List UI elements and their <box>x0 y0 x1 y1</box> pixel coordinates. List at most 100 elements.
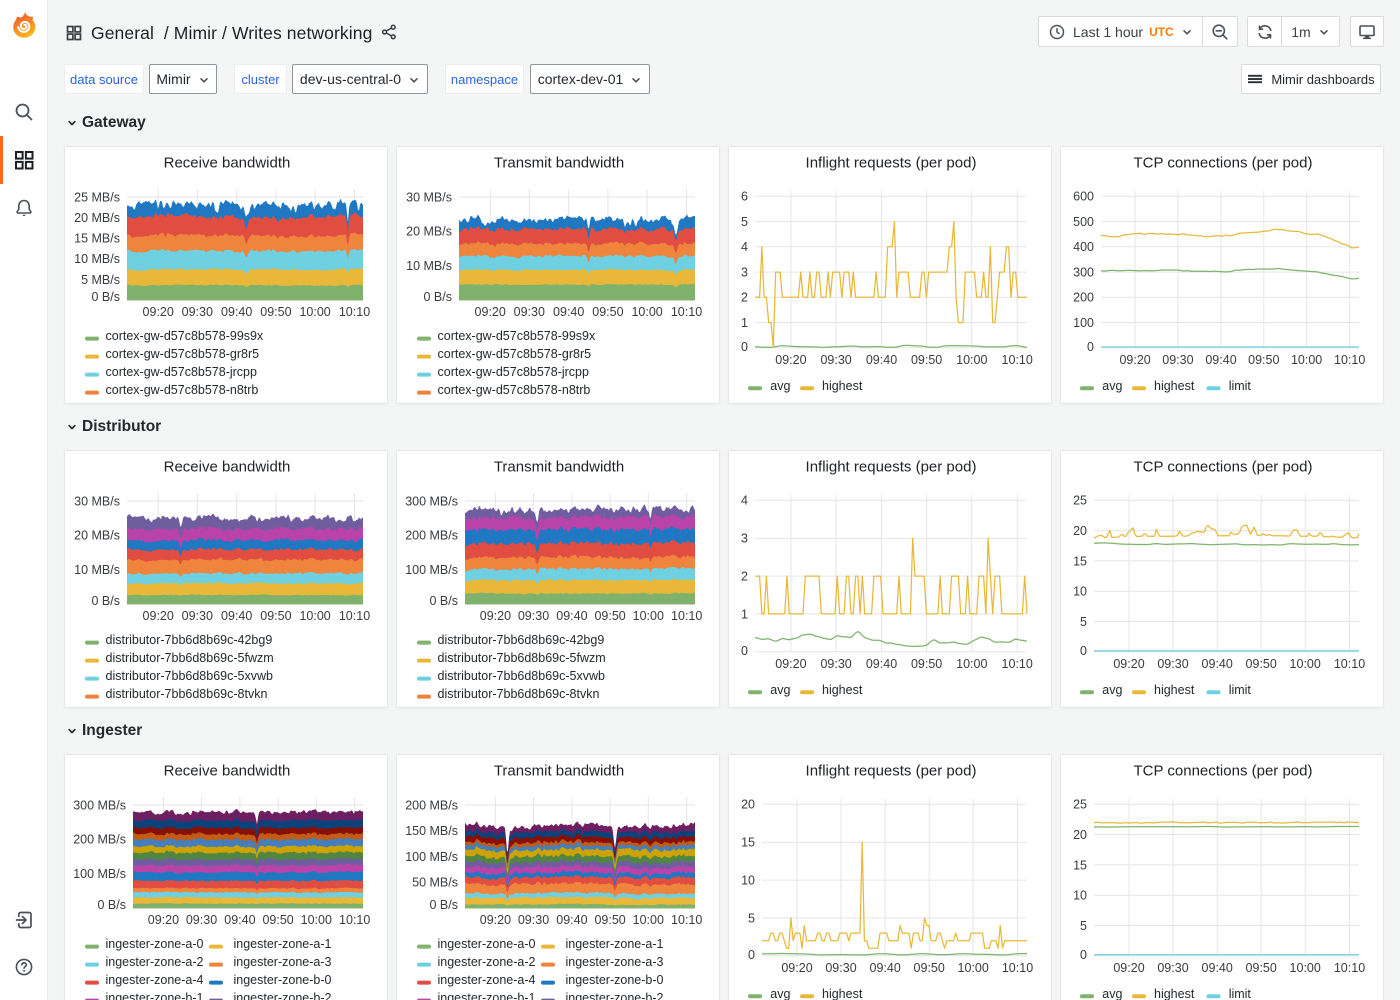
svg-text:avg: avg <box>770 683 790 697</box>
svg-text:300: 300 <box>1073 266 1094 280</box>
svg-text:0 B/s: 0 B/s <box>424 290 453 304</box>
svg-text:25 MB/s: 25 MB/s <box>74 190 120 204</box>
svg-text:09:40: 09:40 <box>870 961 901 975</box>
svg-text:limit: limit <box>1229 683 1252 697</box>
svg-text:30 MB/s: 30 MB/s <box>74 494 120 508</box>
svg-text:0: 0 <box>1080 644 1087 658</box>
svg-text:cortex-gw-d57c8b578-gr8r5: cortex-gw-d57c8b578-gr8r5 <box>106 347 260 361</box>
svg-text:2: 2 <box>741 570 748 584</box>
svg-text:09:40: 09:40 <box>224 913 255 927</box>
svg-text:distributor-7bb6d8b69c-5xvwb: distributor-7bb6d8b69c-5xvwb <box>106 669 274 683</box>
svg-text:highest: highest <box>822 379 863 393</box>
svg-text:0: 0 <box>1087 340 1094 354</box>
svg-text:TCP connections (per pod): TCP connections (per pod) <box>1134 154 1313 171</box>
svg-text:09:40: 09:40 <box>221 609 252 623</box>
svg-text:09:20: 09:20 <box>1113 657 1144 671</box>
svg-text:10:10: 10:10 <box>1002 353 1033 367</box>
svg-text:09:50: 09:50 <box>594 609 625 623</box>
svg-text:600: 600 <box>1073 190 1094 204</box>
svg-text:09:30: 09:30 <box>514 305 545 319</box>
svg-text:25: 25 <box>1073 494 1087 508</box>
svg-text:200 MB/s: 200 MB/s <box>405 529 458 543</box>
svg-text:TCP connections (per pod): TCP connections (per pod) <box>1134 762 1313 779</box>
svg-text:ingester-zone-a-4: ingester-zone-a-4 <box>438 973 536 987</box>
svg-text:3: 3 <box>741 532 748 546</box>
svg-text:09:40: 09:40 <box>556 609 587 623</box>
svg-text:30 MB/s: 30 MB/s <box>406 190 452 204</box>
svg-text:distributor-7bb6d8b69c-5fwzm: distributor-7bb6d8b69c-5fwzm <box>438 651 606 665</box>
svg-text:4: 4 <box>741 494 748 508</box>
svg-text:10:00: 10:00 <box>956 657 987 671</box>
svg-text:400: 400 <box>1073 240 1094 254</box>
svg-text:200 MB/s: 200 MB/s <box>73 833 126 847</box>
svg-text:10: 10 <box>1073 889 1087 903</box>
svg-text:Transmit bandwidth: Transmit bandwidth <box>494 154 624 171</box>
svg-text:10:10: 10:10 <box>671 913 702 927</box>
svg-text:09:40: 09:40 <box>1202 961 1233 975</box>
svg-text:cortex-gw-d57c8b578-jrcpp: cortex-gw-d57c8b578-jrcpp <box>106 365 258 379</box>
svg-text:100 MB/s: 100 MB/s <box>405 850 458 864</box>
svg-text:0: 0 <box>1080 948 1087 962</box>
svg-text:highest: highest <box>1154 379 1195 393</box>
svg-text:09:30: 09:30 <box>182 609 213 623</box>
svg-text:10:10: 10:10 <box>1002 657 1033 671</box>
svg-text:09:20: 09:20 <box>1119 353 1150 367</box>
svg-text:09:40: 09:40 <box>1202 657 1233 671</box>
svg-text:cortex-gw-d57c8b578-jrcpp: cortex-gw-d57c8b578-jrcpp <box>438 365 590 379</box>
svg-text:09:50: 09:50 <box>1246 657 1277 671</box>
svg-text:200: 200 <box>1073 291 1094 305</box>
svg-text:1: 1 <box>741 607 748 621</box>
svg-text:10:10: 10:10 <box>1002 961 1033 975</box>
svg-text:10:00: 10:00 <box>299 609 330 623</box>
svg-text:highest: highest <box>1154 987 1195 1000</box>
svg-text:150 MB/s: 150 MB/s <box>405 824 458 838</box>
svg-text:ingester-zone-a-1: ingester-zone-a-1 <box>234 937 332 951</box>
svg-text:09:40: 09:40 <box>553 305 584 319</box>
svg-text:Transmit bandwidth: Transmit bandwidth <box>494 762 624 779</box>
svg-text:10:00: 10:00 <box>1291 353 1322 367</box>
svg-text:limit: limit <box>1229 987 1252 1000</box>
svg-text:0 B/s: 0 B/s <box>92 594 121 608</box>
svg-text:10:00: 10:00 <box>631 305 662 319</box>
svg-text:10: 10 <box>1073 585 1087 599</box>
svg-text:09:40: 09:40 <box>556 913 587 927</box>
svg-text:avg: avg <box>1102 379 1122 393</box>
svg-text:09:40: 09:40 <box>1205 353 1236 367</box>
svg-text:ingester-zone-b-2: ingester-zone-b-2 <box>566 991 664 1000</box>
svg-text:5: 5 <box>1080 615 1087 629</box>
svg-text:09:30: 09:30 <box>1157 961 1188 975</box>
svg-text:Receive bandwidth: Receive bandwidth <box>164 762 291 779</box>
svg-text:10:00: 10:00 <box>633 913 664 927</box>
svg-text:3: 3 <box>741 266 748 280</box>
svg-text:09:50: 09:50 <box>1248 353 1279 367</box>
svg-text:highest: highest <box>822 987 863 1000</box>
svg-text:10: 10 <box>741 874 755 888</box>
svg-text:limit: limit <box>1229 379 1252 393</box>
svg-text:09:30: 09:30 <box>820 353 851 367</box>
svg-text:10:10: 10:10 <box>671 609 702 623</box>
svg-text:09:50: 09:50 <box>262 913 293 927</box>
svg-text:20: 20 <box>1073 524 1087 538</box>
svg-text:ingester-zone-a-2: ingester-zone-a-2 <box>106 955 204 969</box>
svg-text:distributor-7bb6d8b69c-5fwzm: distributor-7bb6d8b69c-5fwzm <box>106 651 274 665</box>
svg-text:cortex-gw-d57c8b578-99s9x: cortex-gw-d57c8b578-99s9x <box>106 329 264 343</box>
svg-text:10:00: 10:00 <box>1290 657 1321 671</box>
svg-text:09:20: 09:20 <box>775 657 806 671</box>
svg-text:10:10: 10:10 <box>1334 961 1365 975</box>
svg-text:cortex-gw-d57c8b578-n8trb: cortex-gw-d57c8b578-n8trb <box>438 383 591 397</box>
svg-text:09:50: 09:50 <box>911 657 942 671</box>
svg-text:ingester-zone-a-0: ingester-zone-a-0 <box>438 937 536 951</box>
svg-text:10:00: 10:00 <box>633 609 664 623</box>
svg-text:09:30: 09:30 <box>820 657 851 671</box>
svg-text:10:00: 10:00 <box>958 961 989 975</box>
svg-text:20 MB/s: 20 MB/s <box>406 225 452 239</box>
svg-text:09:20: 09:20 <box>143 305 174 319</box>
svg-text:avg: avg <box>1102 987 1122 1000</box>
svg-text:09:50: 09:50 <box>1246 961 1277 975</box>
svg-text:09:50: 09:50 <box>260 609 291 623</box>
svg-text:15: 15 <box>1073 858 1087 872</box>
svg-text:0 B/s: 0 B/s <box>430 898 459 912</box>
svg-text:20 MB/s: 20 MB/s <box>74 211 120 225</box>
svg-text:ingester-zone-b-0: ingester-zone-b-0 <box>234 973 332 987</box>
svg-text:ingester-zone-a-4: ingester-zone-a-4 <box>106 973 204 987</box>
